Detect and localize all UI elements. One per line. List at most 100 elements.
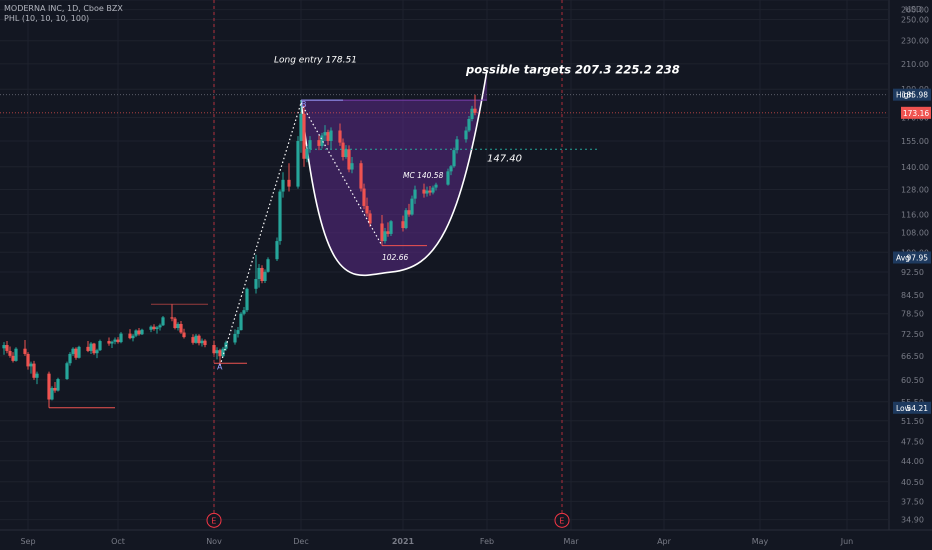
candle-body — [455, 139, 459, 151]
candle-body — [191, 337, 195, 343]
candle-body — [95, 350, 99, 354]
y-tick-label: 140.00 — [901, 163, 929, 172]
annotation-text: Long entry 178.51 — [274, 56, 357, 66]
candle-body — [320, 135, 324, 146]
candle-body — [155, 327, 159, 330]
x-tick-label: Dec — [293, 537, 308, 546]
candle-body — [131, 335, 135, 339]
y-tick-label: 60.50 — [901, 376, 924, 385]
candle-body — [170, 317, 174, 319]
candle-body — [350, 163, 354, 170]
x-tick-label: Sep — [20, 537, 35, 546]
x-tick-label: Feb — [480, 537, 494, 546]
candle-body — [266, 259, 270, 272]
y-tick-label: 260.00 — [901, 6, 929, 15]
annotation-text: MC 140.58 — [403, 171, 444, 180]
candle-body — [92, 343, 96, 354]
candle-body — [5, 345, 9, 351]
x-tick-label: Oct — [111, 537, 125, 546]
candle-body — [446, 171, 450, 185]
candle-body — [2, 345, 6, 349]
candle-body — [401, 221, 405, 229]
bc-leg-line — [300, 102, 383, 246]
earnings-marker-label: E — [211, 516, 216, 525]
cup-pattern-layer — [300, 69, 488, 277]
price-label-box — [901, 106, 931, 119]
candle-body — [380, 223, 384, 242]
candle-body — [32, 363, 36, 378]
candle-body — [422, 189, 426, 194]
price-label-box — [893, 251, 931, 264]
y-tick-label: 51.50 — [901, 417, 924, 426]
candle-body — [236, 330, 240, 334]
price-label-box — [893, 88, 931, 101]
candle-body — [257, 267, 261, 280]
candle-body — [413, 189, 417, 199]
annotation-layer: Long entry 178.51 possible targets 207.3 … — [206, 56, 680, 528]
y-tick-label: 66.50 — [901, 352, 924, 361]
candle-body — [323, 132, 327, 136]
y-tick-label: 116.00 — [901, 211, 929, 220]
candle-body — [344, 149, 348, 158]
candle-body — [200, 340, 204, 344]
annotation-text: 147.40 — [487, 153, 522, 164]
cup-curve — [300, 69, 488, 277]
y-tick-label: 108.00 — [901, 229, 929, 238]
candle-body — [389, 221, 393, 234]
earnings-marker-label: E — [559, 516, 564, 525]
price-label-name: Avg — [896, 254, 910, 263]
candle-body — [8, 350, 12, 356]
event-line-layer — [213, 0, 563, 514]
candle-body — [428, 190, 432, 193]
candle-body — [137, 330, 141, 335]
candle-body — [263, 271, 267, 281]
y-tick-label: 40.50 — [901, 478, 924, 487]
candle-body — [65, 363, 69, 380]
candle-body — [326, 132, 330, 141]
candle-body — [74, 348, 78, 358]
cup-fill — [301, 69, 487, 276]
candle-body — [305, 148, 309, 159]
candle-body — [299, 113, 303, 141]
y-tick-label: 34.90 — [901, 516, 924, 525]
x-tick-label: Nov — [206, 537, 222, 546]
x-tick-label: Jun — [840, 537, 854, 546]
candle-body — [386, 231, 390, 234]
candle-body — [128, 333, 132, 339]
candle-body — [77, 346, 81, 358]
candle-body — [197, 335, 201, 344]
candle-body — [365, 205, 369, 214]
x-tick-label: Apr — [657, 537, 672, 546]
earnings-marker-icon[interactable] — [206, 512, 222, 528]
candle-body — [107, 341, 111, 344]
candle-body — [407, 210, 411, 215]
candle-body — [98, 341, 102, 351]
candle-body — [302, 113, 306, 159]
drawing-layer — [0, 94, 888, 409]
candle-body — [71, 348, 75, 354]
candle-body — [431, 187, 435, 193]
candle-body — [434, 184, 438, 188]
candle-body — [281, 179, 285, 192]
candle-body — [473, 108, 477, 113]
y-tick-label: 78.50 — [901, 310, 924, 319]
earnings-marker-icon[interactable] — [554, 512, 570, 528]
candle-body — [89, 343, 93, 351]
candle-body — [119, 333, 123, 343]
candle-body — [212, 345, 216, 354]
y-tick-label: 84.50 — [901, 291, 924, 300]
candle-body — [50, 387, 54, 400]
candle-body — [308, 140, 312, 149]
candle-body — [173, 318, 177, 329]
candle-body — [23, 348, 27, 354]
y-tick-label: 155.00 — [901, 137, 929, 146]
price-label-value: 173.16 — [903, 109, 929, 118]
candle-body — [29, 363, 33, 367]
candle-body — [410, 198, 414, 215]
candle-body — [341, 142, 345, 158]
candle-body — [203, 340, 207, 346]
candle-body — [317, 140, 321, 146]
